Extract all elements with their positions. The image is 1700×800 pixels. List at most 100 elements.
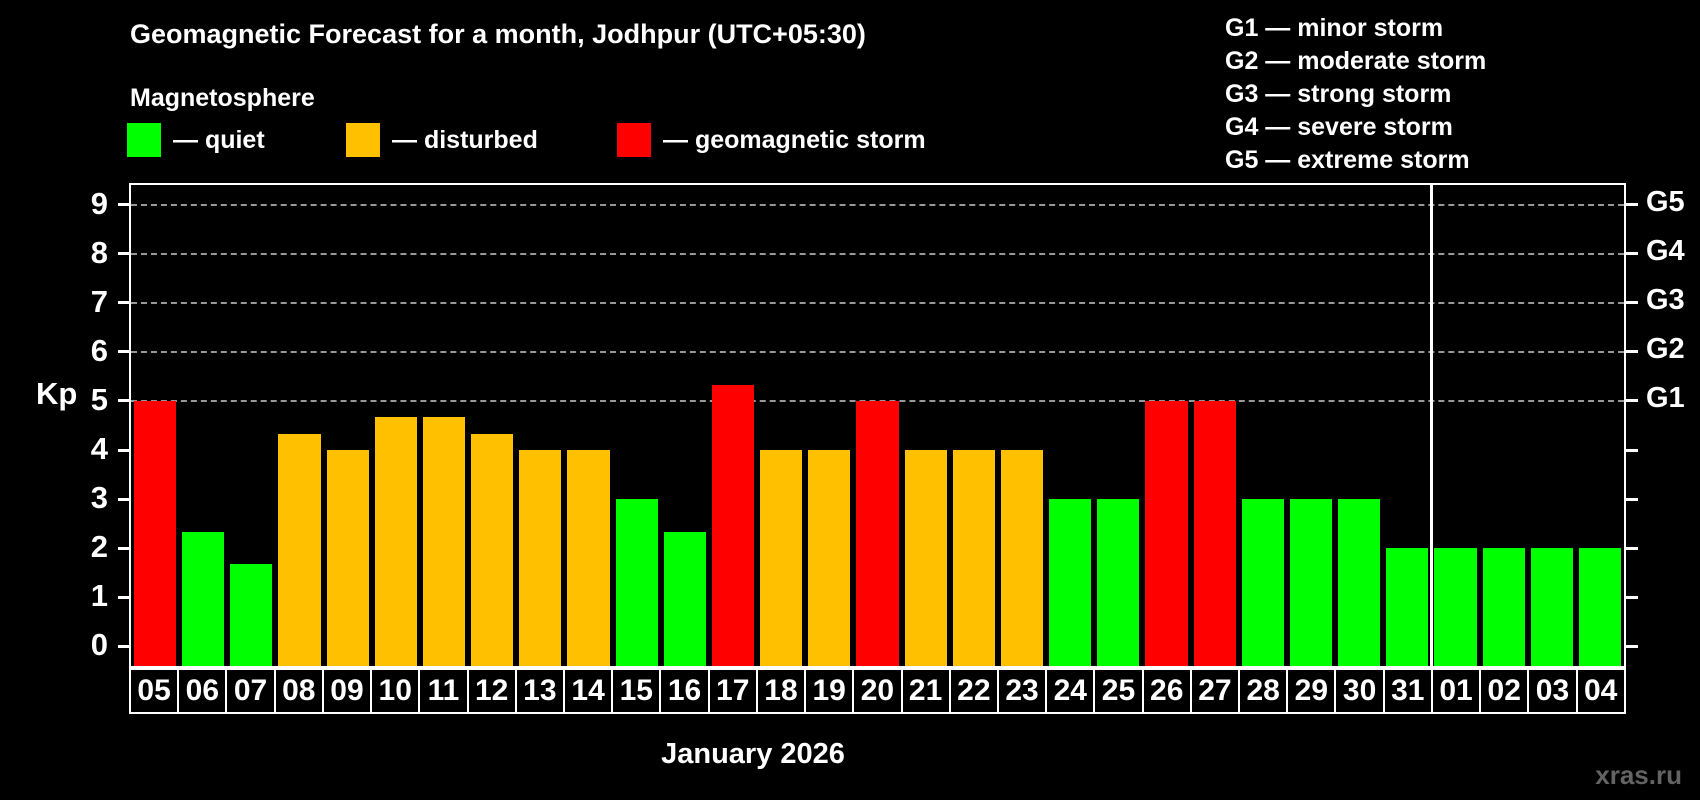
legend-item-storm: — geomagnetic storm — [617, 122, 926, 158]
kp-bar-day-05 — [134, 400, 177, 666]
y-axis-label: Kp — [36, 376, 78, 411]
y-axis-tick-right-6 — [1626, 350, 1638, 354]
y-axis-tick-right-0 — [1626, 644, 1638, 648]
legend-item-disturbed: — disturbed — [346, 122, 538, 158]
kp-bar-day-17 — [711, 384, 755, 666]
kp-bar-day-07 — [230, 564, 273, 666]
g-scale-tick-label-g2: G2 — [1646, 332, 1685, 365]
g-legend-line-g1: G1 — minor storm — [1225, 14, 1444, 42]
g-legend-line-g2: G2 — moderate storm — [1225, 47, 1487, 75]
g-scale-tick-label-g4: G4 — [1646, 234, 1685, 267]
legend-label-storm: — geomagnetic storm — [663, 125, 926, 154]
day-label-cell-07: 07 — [225, 668, 276, 714]
gridline-kp-7 — [131, 301, 1624, 304]
kp-bar-day-14 — [567, 450, 610, 666]
kp-bar-day-13 — [519, 450, 562, 666]
x-axis-day-row: 05 06 07 08 09 10 11 12 13 14 15 16 17 18 19 20 21 22 23 24… — [129, 668, 1626, 714]
day-label-cell-17: 17 — [707, 668, 758, 714]
day-label-cell-18: 18 — [755, 668, 807, 714]
kp-bar-day-27 — [1193, 400, 1236, 666]
y-axis-tick-label-3: 3 — [90, 480, 108, 516]
watermark: xras.ru — [1595, 760, 1682, 790]
y-axis-tick-left-7 — [118, 301, 129, 305]
day-label-cell-26: 26 — [1141, 668, 1192, 714]
y-axis-tick-label-5: 5 — [90, 381, 108, 417]
day-label-cell-11: 11 — [418, 668, 469, 714]
storm-color-swatch — [617, 123, 651, 157]
day-label-cell-04: 04 — [1575, 668, 1626, 714]
kp-bar-day-08 — [278, 433, 321, 666]
day-label-cell-10: 10 — [370, 668, 421, 714]
y-axis-tick-left-3 — [118, 497, 129, 501]
kp-bar-day-03 — [1530, 548, 1573, 666]
kp-bar-day-12 — [471, 433, 514, 666]
y-axis-tick-label-1: 1 — [90, 578, 108, 614]
y-axis-tick-label-6: 6 — [90, 332, 108, 368]
disturbed-color-swatch — [346, 123, 380, 157]
y-axis-tick-right-4 — [1626, 448, 1638, 452]
month-separator-line — [1429, 185, 1433, 666]
y-axis-tick-left-1 — [118, 595, 129, 599]
y-axis-tick-left-9 — [118, 203, 129, 207]
y-axis-tick-right-3 — [1626, 497, 1638, 501]
day-label-cell-27: 27 — [1189, 668, 1241, 714]
legend-label-disturbed: — disturbed — [392, 125, 538, 154]
kp-bar-day-04 — [1578, 548, 1621, 666]
gridline-kp-6 — [131, 350, 1624, 353]
gridline-kp-9 — [131, 203, 1624, 206]
day-label-cell-09: 09 — [321, 668, 373, 714]
g-legend-line-g5: G5 — extreme storm — [1225, 146, 1470, 174]
y-axis-tick-label-8: 8 — [90, 234, 108, 270]
day-label-cell-28: 28 — [1238, 668, 1289, 714]
day-label-cell-23: 23 — [996, 668, 1048, 714]
y-axis-tick-right-5 — [1626, 399, 1638, 403]
day-label-cell-15: 15 — [611, 668, 662, 714]
day-label-cell-19: 19 — [804, 668, 855, 714]
gridline-kp-5 — [131, 399, 1624, 402]
day-label-cell-05: 05 — [129, 668, 180, 714]
day-label-cell-22: 22 — [948, 668, 999, 714]
y-axis-tick-right-1 — [1626, 595, 1638, 599]
g-legend-line-g3: G3 — strong storm — [1225, 80, 1452, 108]
day-label-cell-29: 29 — [1286, 668, 1337, 714]
day-label-cell-20: 20 — [852, 668, 903, 714]
chart-title: Geomagnetic Forecast for a month, Jodhpu… — [130, 19, 866, 49]
legend-item-quiet: — quiet — [127, 122, 265, 158]
day-label-cell-16: 16 — [659, 668, 710, 714]
day-label-cell-21: 21 — [900, 668, 951, 714]
kp-bar-day-28 — [1241, 499, 1284, 666]
y-axis-tick-label-4: 4 — [90, 431, 108, 467]
kp-bar-day-10 — [374, 417, 417, 666]
day-label-cell-06: 06 — [177, 668, 228, 714]
y-axis-tick-left-2 — [118, 546, 129, 550]
kp-bar-day-20 — [856, 400, 899, 666]
kp-bar-day-30 — [1338, 499, 1381, 666]
day-label-cell-13: 13 — [514, 668, 565, 714]
g-legend-line-g4: G4 — severe storm — [1225, 113, 1453, 141]
day-label-cell-30: 30 — [1334, 668, 1385, 714]
gridline-kp-8 — [131, 252, 1624, 255]
y-axis-tick-left-8 — [118, 252, 129, 256]
kp-bar-day-19 — [808, 450, 851, 666]
g-scale-tick-label-g3: G3 — [1646, 283, 1685, 316]
kp-bar-day-21 — [904, 450, 947, 666]
day-label-cell-02: 02 — [1479, 668, 1530, 714]
y-axis-tick-right-9 — [1626, 203, 1638, 207]
kp-bar-day-25 — [1097, 499, 1140, 666]
chart-subtitle: Magnetosphere — [130, 84, 315, 112]
day-label-cell-12: 12 — [466, 668, 517, 714]
day-label-cell-03: 03 — [1527, 668, 1578, 714]
y-axis-tick-left-5 — [118, 399, 129, 403]
legend-label-quiet: — quiet — [173, 125, 265, 154]
day-label-cell-08: 08 — [273, 668, 324, 714]
y-axis-tick-label-7: 7 — [90, 283, 108, 319]
y-axis-tick-label-0: 0 — [90, 627, 108, 663]
y-axis-tick-right-7 — [1626, 301, 1638, 305]
kp-bar-day-24 — [1049, 499, 1092, 666]
plot-area — [129, 183, 1626, 668]
kp-bar-day-22 — [952, 450, 995, 666]
y-axis-tick-right-2 — [1626, 546, 1638, 550]
g-scale-tick-label-g1: G1 — [1646, 381, 1685, 414]
y-axis-tick-right-8 — [1626, 252, 1638, 256]
day-label-cell-31: 31 — [1382, 668, 1433, 714]
